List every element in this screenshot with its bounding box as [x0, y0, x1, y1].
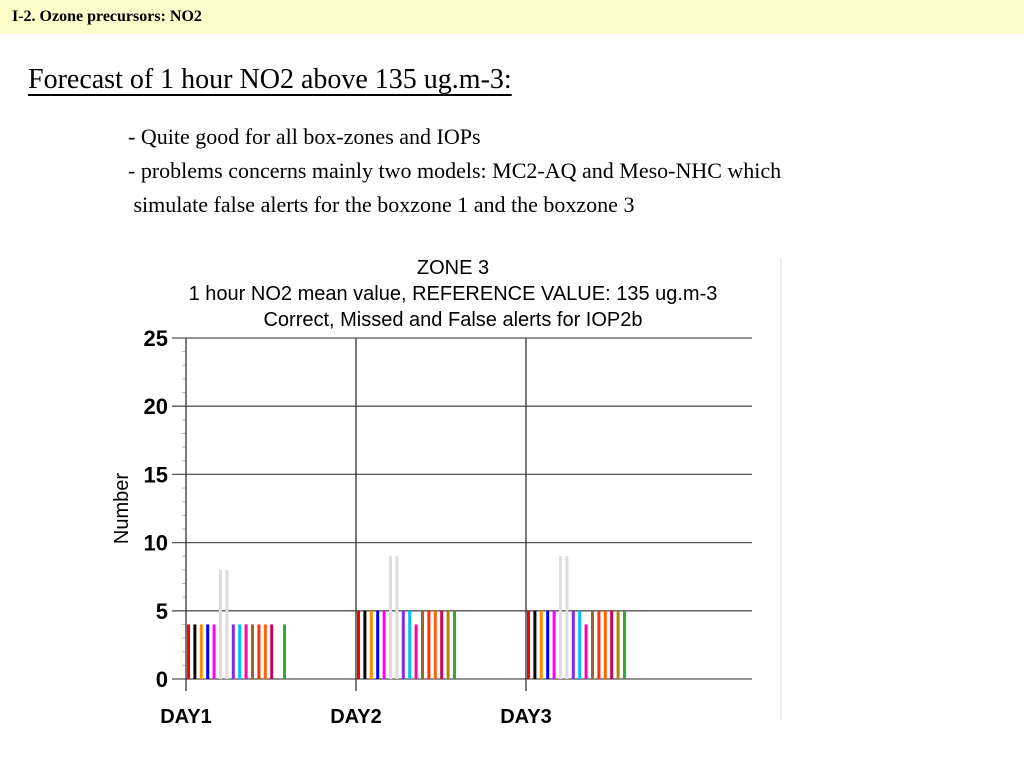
bullet-item: - Quite good for all box-zones and IOPs [128, 124, 481, 149]
bar [603, 610, 607, 679]
bar [552, 610, 556, 679]
bar [559, 556, 562, 679]
chart-title-line: ZONE 3 [417, 257, 489, 279]
bar [231, 624, 235, 679]
bar [546, 610, 550, 679]
slide-heading: Forecast of 1 hour NO2 above 135 ug.m-3: [28, 64, 512, 95]
bar [270, 624, 274, 679]
bar [597, 610, 601, 679]
y-tick-label: 5 [156, 599, 168, 624]
bar [527, 610, 530, 679]
bar [389, 556, 392, 679]
y-tick-label: 20 [144, 394, 168, 419]
bar [408, 610, 412, 679]
bar [257, 624, 261, 679]
y-tick-label: 0 [156, 667, 168, 692]
bar [591, 610, 594, 679]
bar [244, 624, 248, 679]
bar [363, 610, 367, 679]
bar [584, 624, 588, 679]
bullet-item: - problems concerns mainly two models: M… [128, 158, 782, 183]
slide-section-title: I-2. Ozone precursors: NO2 [12, 8, 202, 25]
bar [263, 624, 267, 679]
bar [401, 610, 405, 679]
bar [382, 610, 386, 679]
bar [225, 569, 229, 679]
bar [206, 624, 210, 679]
bar [616, 610, 620, 679]
bar [238, 624, 242, 679]
bar [571, 610, 575, 679]
bar [251, 624, 254, 679]
bar [440, 610, 444, 679]
y-axis-label: Number [111, 473, 133, 544]
chart-svg: ZONE 3 1 hour NO2 mean value, REFERENCE V… [111, 257, 782, 728]
bar [610, 610, 614, 679]
bar [357, 610, 360, 679]
bar [193, 624, 197, 679]
bar [395, 556, 399, 679]
x-category-label: DAY1 [160, 706, 212, 728]
bar [446, 610, 450, 679]
bar [376, 610, 380, 679]
bar [414, 624, 418, 679]
bullet-item: simulate false alerts for the boxzone 1 … [128, 192, 635, 217]
chart-title-line: 1 hour NO2 mean value, REFERENCE VALUE: … [189, 283, 718, 305]
bar [453, 610, 456, 679]
bar [199, 624, 203, 679]
bar [565, 556, 569, 679]
chart-title-line: Correct, Missed and False alerts for IOP… [263, 309, 642, 331]
bar [421, 610, 424, 679]
x-category-label: DAY2 [330, 706, 382, 728]
y-tick-label: 25 [144, 326, 168, 351]
bar [533, 610, 537, 679]
slide-header-bar: I-2. Ozone precursors: NO2 [0, 0, 1024, 34]
bar [427, 610, 431, 679]
bullet-list: - Quite good for all box-zones and IOPs … [128, 120, 781, 222]
bar [623, 610, 626, 679]
bar [369, 610, 373, 679]
bar [187, 624, 190, 679]
alerts-chart: ZONE 3 1 hour NO2 mean value, REFERENCE V… [100, 248, 790, 728]
bar [283, 624, 286, 679]
bar [219, 569, 222, 679]
x-category-label: DAY3 [500, 706, 552, 728]
bar [212, 624, 216, 679]
y-tick-label: 15 [144, 462, 168, 487]
bar [578, 610, 582, 679]
bar [539, 610, 543, 679]
y-tick-label: 10 [144, 531, 168, 556]
bar [433, 610, 437, 679]
